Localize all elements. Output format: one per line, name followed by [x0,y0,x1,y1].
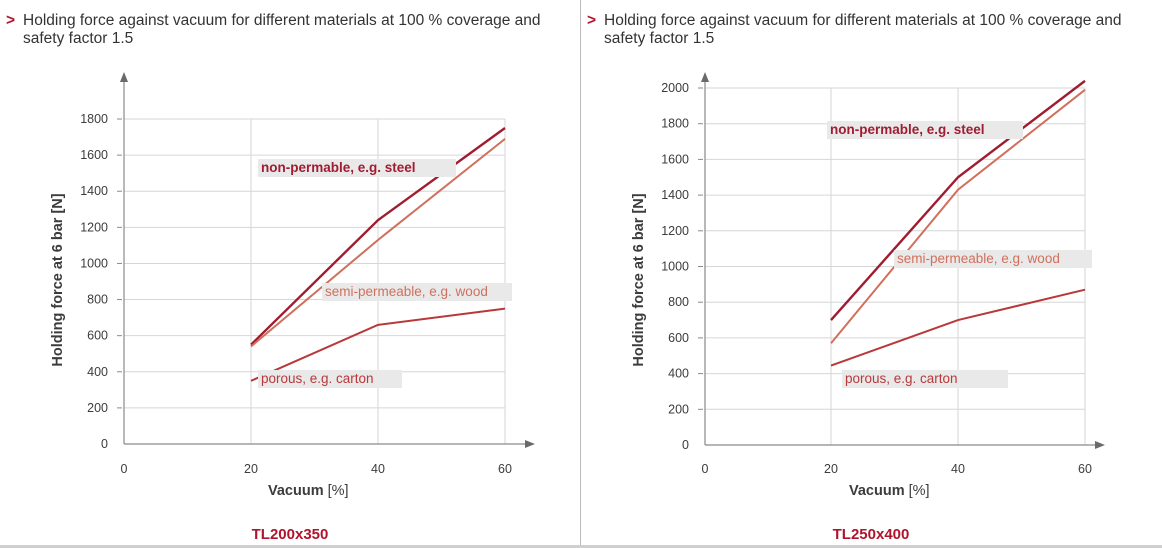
y-tick-label: 1400 [80,184,108,198]
chart-panel-left: > Holding force against vacuum for diffe… [0,0,580,548]
chart-svg: 0 200 400 600 800 1000 1200 1400 1600 1800 0 20 40 60… [50,72,535,543]
y-tick-label: 1200 [661,224,689,238]
y-tick-label: 0 [682,438,689,452]
series-label-background [322,283,512,301]
x-axis-title-main: Vacuum [268,483,328,499]
chart-svg: 0 200 400 600 800 1000 1200 1400 1600 1800 2000 0 20… [631,72,1105,543]
series-label: porous, e.g. carton [261,371,374,386]
x-axis-title-main: Vacuum [849,483,909,499]
x-axis-arrow-icon [1095,441,1105,449]
y-tick-label: 1000 [80,256,108,270]
series-line [830,88,1086,344]
series-label: semi-permeable, e.g. wood [897,251,1060,266]
bottom-divider [0,545,1162,548]
y-tick-label: 200 [668,402,689,416]
y-tick-label: 1600 [661,152,689,166]
series-label-background [842,370,1008,388]
series-line [250,127,506,346]
series-label: semi-permeable, e.g. wood [325,284,488,299]
header-arrow-icon: > [6,12,16,29]
chart-caption-model: TL200x350 [252,526,329,543]
y-tick-label: 1400 [661,188,689,202]
series-label: porous, e.g. carton [845,371,958,386]
y-tick-label: 600 [87,329,108,343]
chart-panel-right: > Holding force against vacuum for diffe… [580,0,1162,548]
series-label: non-permable, e.g. steel [830,122,985,137]
y-tick-label: 600 [668,331,689,345]
y-tick-label: 0 [101,437,108,451]
y-tick-label: 400 [87,365,108,379]
x-tick-label: 60 [498,462,512,476]
y-axis-arrow-icon [701,72,709,82]
y-tick-label: 1800 [80,112,108,126]
x-axis-title: Vacuum [%] [849,483,930,499]
series-label-background [258,370,402,388]
series-label: non-permable, e.g. steel [261,160,416,175]
y-tick-label: 1800 [661,117,689,131]
chart-header-text: Holding force against vacuum for differe… [604,12,1122,47]
x-tick-label: 60 [1078,462,1092,476]
x-tick-label: 0 [702,462,709,476]
x-axis-title-unit: [%] [328,483,349,499]
x-tick-label: 40 [951,462,965,476]
y-tick-label: 400 [668,367,689,381]
series-line [830,288,1086,367]
y-axis-title: Holding force at 6 bar [N] [631,193,647,366]
chart-caption-model: TL250x400 [833,526,910,543]
x-tick-label: 0 [121,462,128,476]
x-tick-label: 20 [824,462,838,476]
y-tick-label: 800 [668,295,689,309]
chart-header: > Holding force against vacuum for diffe… [6,12,578,48]
x-tick-label: 40 [371,462,385,476]
y-tick-label: 2000 [661,81,689,95]
series-label-background [827,121,1023,139]
y-tick-label: 1600 [80,148,108,162]
series-line [830,79,1086,321]
y-tick-label: 200 [87,401,108,415]
chart-header-text: Holding force against vacuum for differe… [23,12,541,47]
y-tick-label: 800 [87,293,108,307]
y-tick-label: 1000 [661,260,689,274]
series-label-background [258,159,456,177]
header-arrow-icon: > [587,12,597,29]
y-axis-title: Holding force at 6 bar [N] [50,193,66,366]
series-line [250,307,506,382]
series-label-background [894,250,1092,268]
y-axis-arrow-icon [120,72,128,82]
x-axis-arrow-icon [525,440,535,448]
x-axis-title: Vacuum [%] [268,483,349,499]
x-axis-title-unit: [%] [909,483,930,499]
y-tick-label: 1200 [80,220,108,234]
series-line [250,138,506,348]
chart-header: > Holding force against vacuum for diffe… [587,12,1159,48]
x-tick-label: 20 [244,462,258,476]
